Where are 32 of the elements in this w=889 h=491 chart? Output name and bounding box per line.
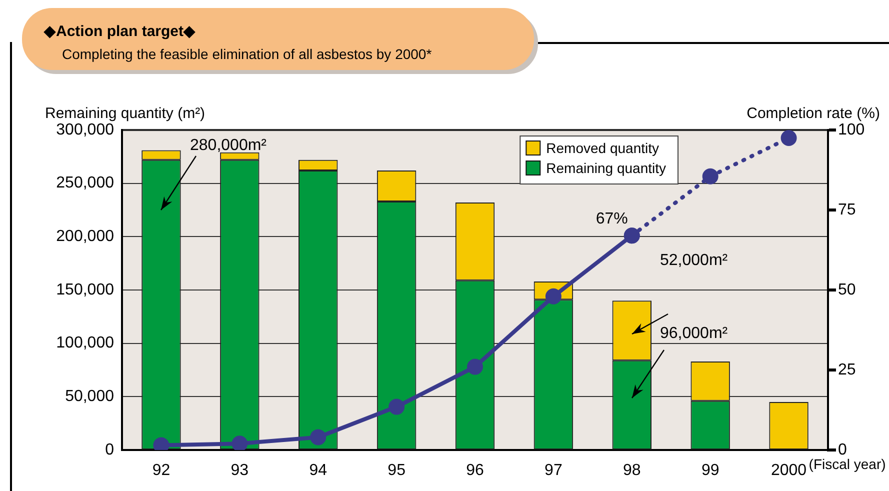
- y2-tick-label: 100: [838, 121, 865, 138]
- x-axis-title: (Fiscal year): [808, 456, 886, 472]
- annotation: 280,000m²: [190, 137, 268, 154]
- y2-tick-label: 75: [838, 201, 856, 218]
- annotation: 96,000m²: [660, 325, 728, 342]
- y-tick-label: 300,000: [56, 121, 114, 138]
- y-tick-label: 150,000: [56, 281, 114, 298]
- x-tick-label: 2000: [770, 462, 807, 480]
- x-tick-label: 96: [466, 462, 484, 480]
- y2-tick-label: 0: [838, 441, 847, 458]
- y-tick-label: 50,000: [65, 388, 114, 406]
- x-tick-label: 95: [388, 462, 406, 480]
- y-tick-label: 0: [105, 441, 114, 458]
- legend-label: Removed quantity: [546, 140, 659, 156]
- y-tick-label: 100,000: [56, 334, 114, 352]
- y-tick-label: 200,000: [56, 228, 114, 246]
- x-tick-label: 92: [152, 462, 170, 480]
- annotation: 52,000m²: [660, 252, 728, 269]
- x-tick-label: 93: [230, 462, 249, 480]
- x-tick-label: 97: [544, 462, 562, 480]
- y-tick-label: 250,000: [56, 174, 114, 192]
- chart-title: ◆Action plan target◆: [44, 22, 196, 40]
- legend-label: Remaining quantity: [546, 160, 666, 176]
- chart-subtitle: Completing the feasible elimination of all asbestos by 2000*: [62, 46, 432, 62]
- y2-tick-label: 50: [838, 281, 856, 298]
- y-axis-title: Remaining quantity (m²): [45, 105, 206, 122]
- y2-axis-title: Completion rate (%): [746, 105, 880, 122]
- x-tick-label: 98: [622, 462, 641, 480]
- y2-tick-label: 25: [838, 361, 856, 378]
- x-tick-label: 99: [701, 462, 720, 480]
- annotation: 67%: [596, 210, 628, 228]
- x-tick-label: 94: [309, 462, 328, 480]
